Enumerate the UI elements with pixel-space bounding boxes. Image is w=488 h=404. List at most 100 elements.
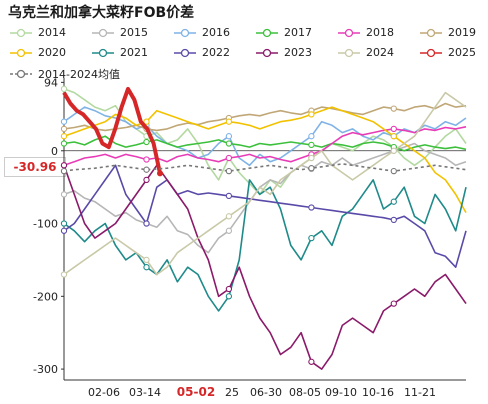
- series-point: [390, 300, 397, 307]
- x-tick-label: 03-14: [129, 386, 161, 399]
- series-point: [308, 234, 315, 242]
- legend-label: 2023: [284, 46, 312, 59]
- legend-item-2024[interactable]: 2024: [338, 46, 394, 59]
- legend-label: 2017: [284, 26, 312, 39]
- y-tick-label: -200: [33, 290, 58, 303]
- series-point: [390, 105, 397, 112]
- series-point: [60, 125, 68, 133]
- series-point: [390, 125, 397, 133]
- legend-item-2021[interactable]: 2021: [92, 46, 148, 59]
- legend-item-2016[interactable]: 2016: [174, 26, 230, 39]
- series-point: [60, 220, 68, 227]
- series-point: [143, 264, 150, 271]
- series-point: [225, 213, 233, 220]
- legend-swatch-icon: [256, 28, 278, 37]
- series-line-2024: [63, 91, 467, 276]
- chart-title: 乌克兰和加拿大菜籽FOB价差: [8, 5, 195, 21]
- y-tick-label: 0: [51, 145, 58, 158]
- legend-swatch-icon: [10, 69, 32, 79]
- y-tick-label: -300: [33, 363, 58, 376]
- series-point: [143, 156, 150, 163]
- legend-swatch-icon: [338, 48, 360, 57]
- legend-item-2017[interactable]: 2017: [256, 26, 312, 39]
- legend-swatch-icon: [256, 48, 278, 57]
- legend-swatch-icon: [420, 48, 442, 57]
- series-point: [225, 227, 233, 234]
- legend-label: 2024: [366, 46, 394, 59]
- legend-swatch-icon: [10, 28, 32, 37]
- legend-item-2018[interactable]: 2018: [338, 26, 394, 39]
- series-point: [390, 216, 397, 224]
- legend-label: 2021: [120, 46, 148, 59]
- x-tick-label: 05-02: [177, 385, 215, 399]
- series-line-2019: [63, 102, 467, 132]
- series-point: [60, 271, 68, 278]
- x-tick-label: 06-30: [250, 386, 282, 399]
- legend-label: 2020: [38, 46, 66, 59]
- legend-swatch-icon: [10, 48, 32, 57]
- legend-item-2015[interactable]: 2015: [92, 26, 148, 39]
- series-point: [308, 111, 315, 118]
- series-point: [143, 166, 150, 173]
- legend-label: 2022: [202, 46, 230, 59]
- legend-item-2014-2024均值[interactable]: 2014-2024均值: [10, 66, 120, 82]
- series-point: [308, 141, 315, 149]
- x-tick-label: 10-16: [362, 386, 394, 399]
- series-point: [225, 118, 233, 125]
- series-point: [390, 167, 397, 175]
- legend-item-2019[interactable]: 2019: [420, 26, 476, 39]
- series-point: [60, 167, 68, 175]
- series-point: [308, 204, 315, 211]
- series-point: [225, 133, 233, 140]
- y-tick-label: -100: [33, 218, 58, 231]
- series-point: [390, 147, 397, 154]
- legend-swatch-icon: [174, 48, 196, 57]
- legend-swatch-icon: [92, 48, 114, 57]
- legend-item-2022[interactable]: 2022: [174, 46, 230, 59]
- series-point: [143, 176, 150, 184]
- series-line-2023: [63, 164, 467, 370]
- legend-item-2025[interactable]: 2025: [420, 46, 476, 59]
- series-point: [308, 165, 315, 172]
- legend-label: 2019: [448, 26, 476, 39]
- legend-label: 2014-2024均值: [38, 68, 120, 81]
- series-point: [308, 133, 315, 140]
- series-point: [60, 162, 68, 169]
- legend-label: 2015: [120, 26, 148, 39]
- series-point: [225, 154, 233, 162]
- x-tick-label: 08-05: [289, 386, 321, 399]
- x-tick-label: 02-06: [88, 386, 120, 399]
- series-line-2018: [63, 126, 467, 167]
- series-line-2021: [63, 179, 467, 312]
- legend-swatch-icon: [174, 28, 196, 37]
- legend-swatch-icon: [420, 28, 442, 37]
- legend-item-2014[interactable]: 2014: [10, 26, 66, 39]
- series-point: [60, 227, 68, 234]
- series-point: [60, 85, 68, 93]
- series-point: [390, 198, 397, 205]
- series-line-2020: [63, 106, 467, 213]
- legend-swatch-icon: [92, 28, 114, 37]
- legend-label: 2014: [38, 26, 66, 39]
- series-point: [60, 191, 68, 198]
- series-point: [60, 133, 68, 140]
- x-tick-label: 11-21: [404, 386, 436, 399]
- series-point: [225, 140, 233, 147]
- legend-swatch-icon: [338, 28, 360, 37]
- series-point: [60, 140, 68, 147]
- series-point: [143, 256, 150, 264]
- series-point: [390, 133, 397, 140]
- x-tick-label: 09-10: [325, 386, 357, 399]
- series-point: [308, 358, 315, 365]
- series-point: [143, 220, 150, 227]
- series-point: [225, 285, 233, 293]
- series-point: [225, 167, 233, 175]
- current-value-point: [157, 170, 163, 177]
- x-tick-label: 25: [225, 386, 239, 399]
- legend-label: 2016: [202, 26, 230, 39]
- legend-item-2023[interactable]: 2023: [256, 46, 312, 59]
- legend-item-2020[interactable]: 2020: [10, 46, 66, 59]
- y-tick-label: 94: [44, 76, 58, 89]
- series-point: [143, 118, 150, 125]
